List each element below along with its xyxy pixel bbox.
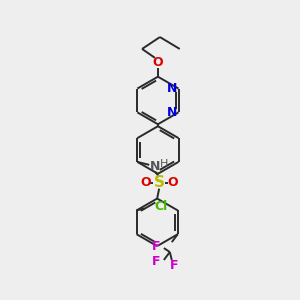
- Text: N: N: [167, 82, 177, 95]
- Text: H: H: [160, 159, 168, 169]
- Text: O: O: [168, 176, 178, 189]
- Text: Cl: Cl: [154, 200, 168, 213]
- Text: O: O: [140, 176, 151, 189]
- Text: F: F: [169, 260, 178, 272]
- Text: S: S: [154, 175, 165, 190]
- Text: N: N: [150, 160, 160, 173]
- Text: O: O: [153, 56, 163, 69]
- Text: F: F: [152, 240, 160, 253]
- Text: N: N: [167, 106, 177, 119]
- Text: F: F: [152, 256, 160, 268]
